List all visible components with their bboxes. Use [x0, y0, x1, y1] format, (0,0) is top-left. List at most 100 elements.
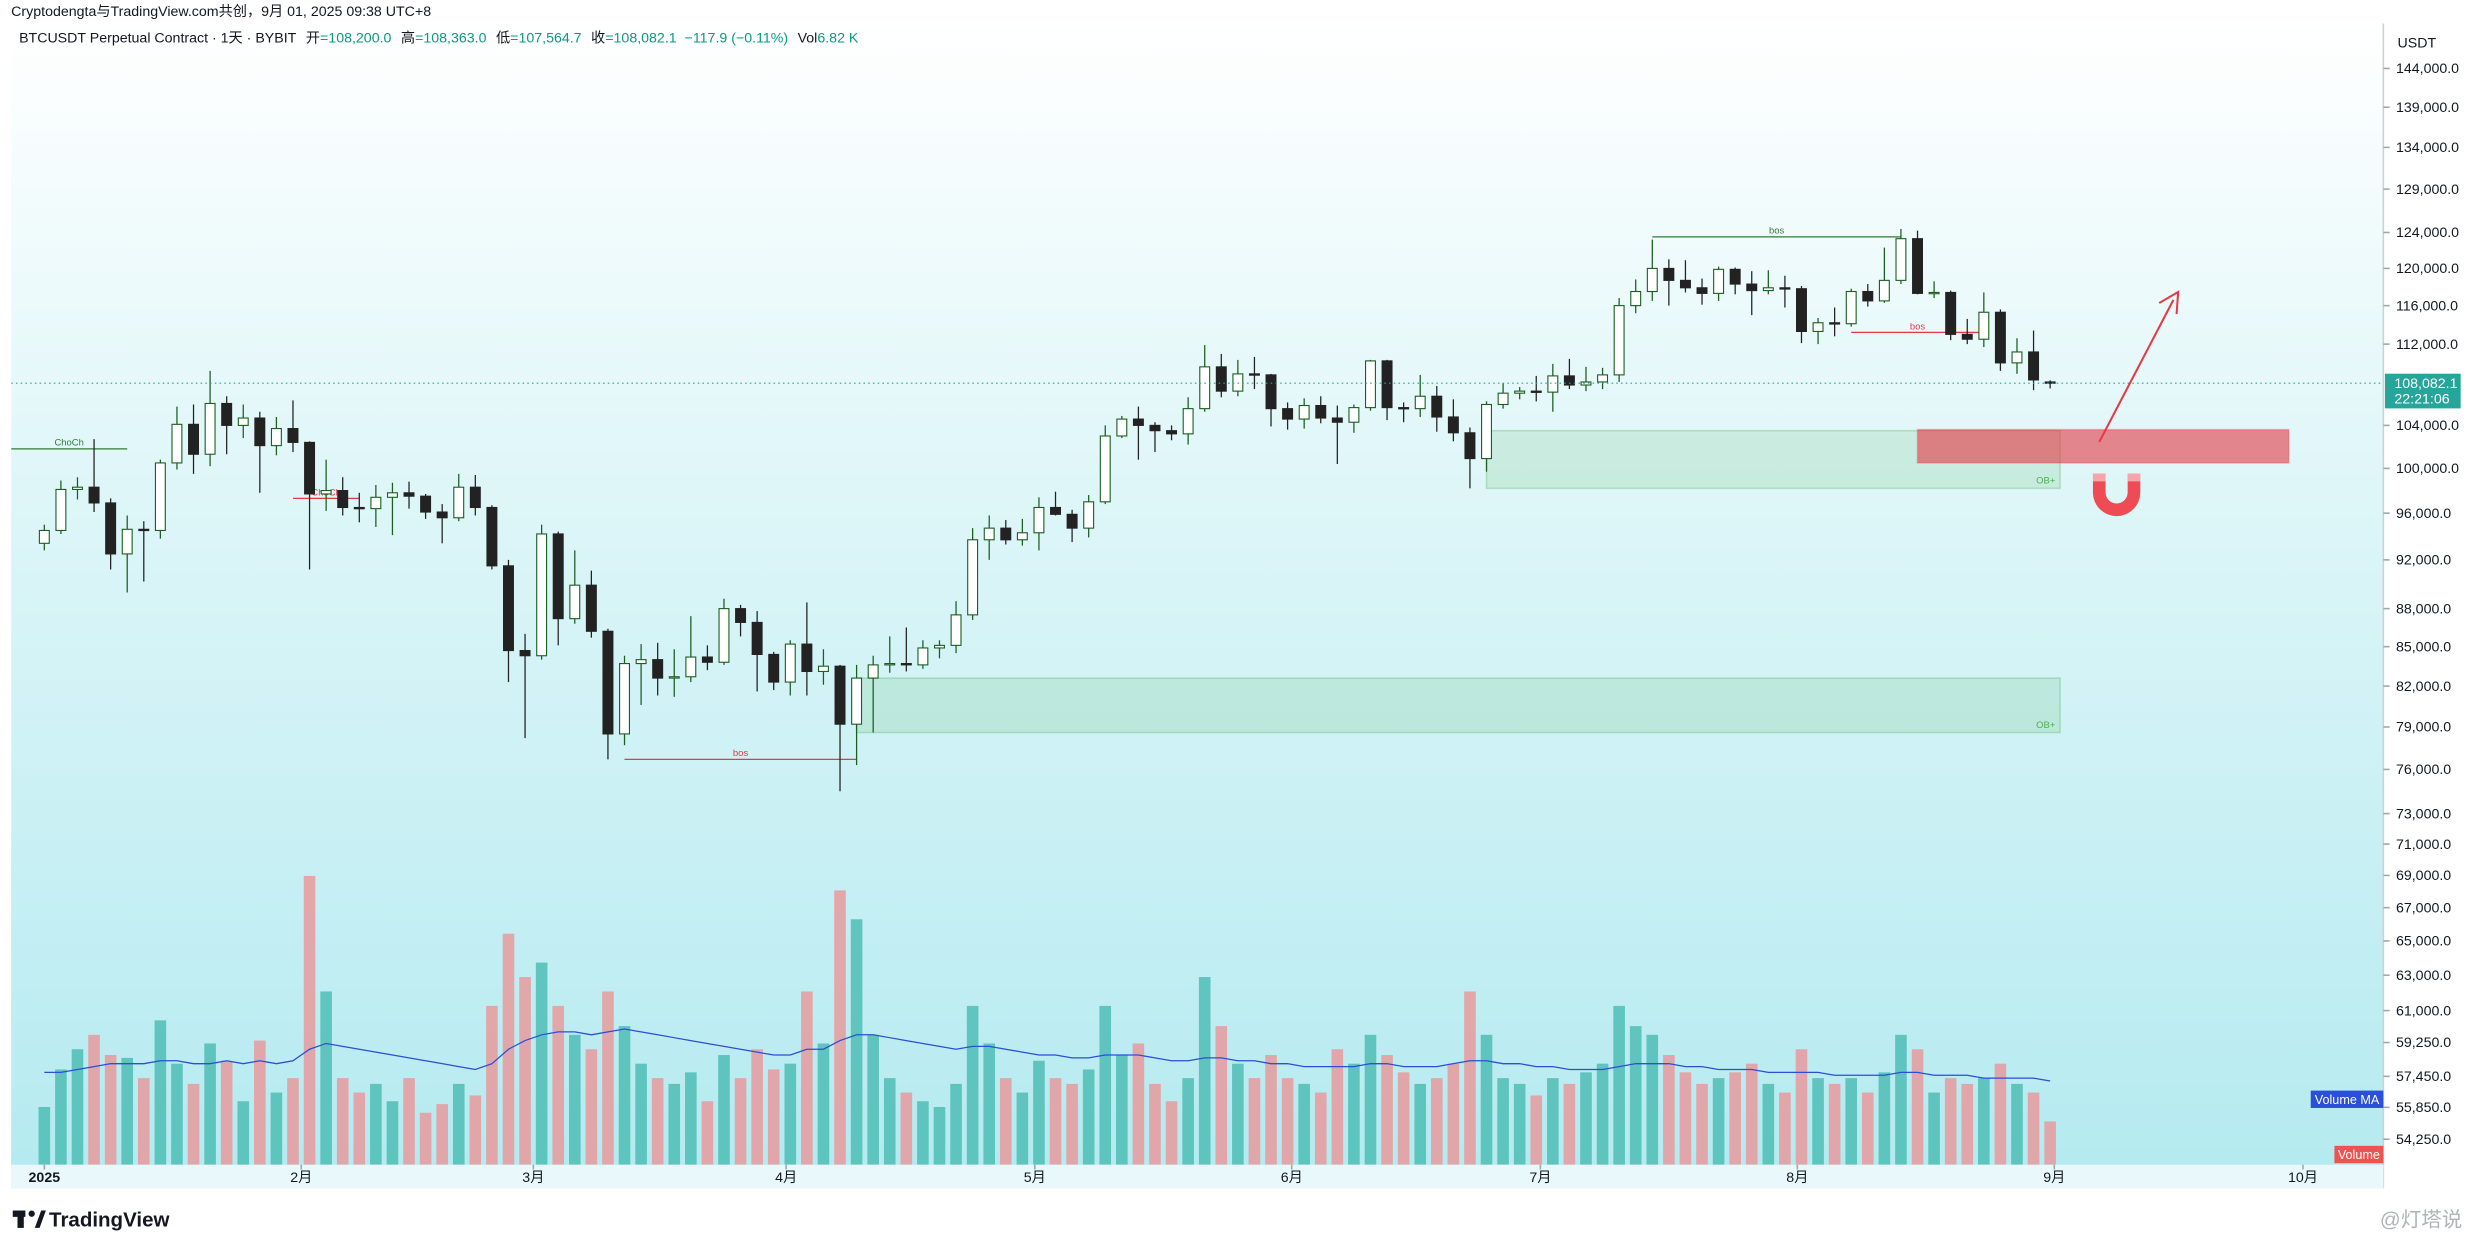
candle-body — [1414, 395, 1426, 410]
candle-body — [917, 647, 929, 666]
ohlc-label: 收 — [591, 31, 605, 47]
volume-bar — [1513, 1083, 1526, 1165]
volume-bar — [1348, 1063, 1360, 1165]
candle-body — [1016, 532, 1028, 541]
volume-bar — [933, 1107, 946, 1165]
volume-bar — [1580, 1072, 1592, 1165]
candle-body — [2044, 381, 2056, 384]
volume-bar — [1116, 1055, 1128, 1165]
candle-body — [237, 417, 249, 426]
candle-body — [751, 621, 763, 655]
volume-bar — [1679, 1072, 1692, 1165]
volume-bar — [1099, 1005, 1112, 1165]
volume-bar — [121, 1057, 134, 1165]
axes: 144,000.0 139,000.0 134,000.0 129,000.0 124,… — [11, 61, 2461, 1189]
ohlc-value: =107,564.7 — [510, 31, 582, 47]
candle-body — [519, 649, 531, 657]
candle-body — [900, 663, 912, 666]
volume-bar — [867, 1034, 879, 1165]
legend-volume: Volume — [2338, 1148, 2380, 1162]
y-tick-label: 69,000.0 — [2396, 868, 2451, 884]
x-tick-label: 6月 — [1281, 1170, 1303, 1186]
volume-bar — [1944, 1078, 1957, 1165]
volume-bar — [1132, 1043, 1145, 1165]
volume-bar — [917, 1101, 929, 1165]
volume-bar — [1430, 1078, 1443, 1165]
volume-bar — [2027, 1092, 2040, 1165]
candle-body — [1679, 279, 1691, 289]
volume-bar — [1381, 1055, 1393, 1165]
volume-bar — [1712, 1078, 1725, 1165]
candle-body — [1961, 333, 1973, 340]
candle-body — [1132, 418, 1144, 426]
candle-body — [1265, 374, 1277, 410]
y-tick-label: 63,000.0 — [2396, 968, 2451, 984]
candle-body — [287, 428, 299, 443]
candle-body — [1116, 418, 1128, 437]
y-tick-label: 134,000.0 — [2396, 140, 2459, 156]
volume-bar — [1547, 1078, 1559, 1165]
header-line2: BTCUSDT Perpetual Contract · 1天 · BYBIT 开… — [19, 30, 859, 47]
candle-body — [1232, 373, 1244, 392]
volume-bar — [1314, 1092, 1327, 1165]
magnet-icon — [2092, 473, 2141, 517]
volume-bar — [1994, 1063, 2007, 1165]
volume-bar — [1762, 1083, 1775, 1165]
volume-bar — [784, 1063, 797, 1165]
volume-bar — [685, 1072, 697, 1165]
candle-body — [1050, 506, 1062, 515]
candle-body — [851, 677, 863, 725]
volume-bar — [900, 1092, 913, 1165]
volume-bar — [104, 1055, 117, 1165]
y-tick-label: 61,000.0 — [2396, 1003, 2451, 1019]
volume-bar — [419, 1112, 432, 1165]
y-tick-label: 88,000.0 — [2396, 601, 2451, 617]
volume-bar — [353, 1092, 366, 1165]
volume-bar — [1364, 1034, 1377, 1165]
candle-body — [204, 402, 216, 455]
time-axis — [11, 1164, 2384, 1189]
candle-body — [801, 643, 813, 673]
volume-bar — [436, 1104, 448, 1165]
countdown: 22:21:06 — [2394, 392, 2449, 408]
volume-bar — [287, 1078, 299, 1165]
volume-bar — [817, 1043, 830, 1165]
volume-bar — [1447, 1063, 1460, 1165]
candle-body — [1978, 311, 1990, 340]
candle-body — [502, 565, 514, 652]
volume-bar — [1298, 1083, 1310, 1165]
candle-body — [635, 659, 647, 665]
candle-body — [1812, 322, 1824, 332]
candle-body — [337, 490, 349, 509]
volume-bar — [983, 1043, 996, 1165]
candle-body — [1497, 392, 1509, 406]
zone-label: OB+ — [2036, 720, 2056, 731]
candle-body — [55, 488, 67, 532]
candle-body — [1547, 375, 1559, 393]
volume-bar — [1497, 1078, 1509, 1165]
candle-body — [701, 656, 713, 663]
x-tick-label: 2025 — [29, 1170, 61, 1186]
y-tick-label: 82,000.0 — [2396, 679, 2451, 695]
volume-bar — [999, 1078, 1012, 1165]
candle-body — [88, 486, 100, 504]
legend-ma: Volume MA — [2315, 1093, 2380, 1107]
volume-bar — [618, 1026, 631, 1165]
candle-body — [1066, 513, 1078, 529]
legend-volume-box — [2334, 1145, 2384, 1164]
vol-label: Vol — [798, 31, 818, 47]
candle-body — [1845, 290, 1857, 325]
volume-bar — [1016, 1092, 1029, 1165]
candle-body — [1663, 267, 1675, 281]
volume-bar — [370, 1083, 382, 1165]
volume-bar — [71, 1049, 84, 1165]
y-tick-label: 54,250.0 — [2396, 1132, 2451, 1148]
candle-body — [420, 495, 432, 513]
y-tick-label: 100,000.0 — [2396, 461, 2459, 477]
candle-body — [569, 584, 581, 620]
candle-body — [1994, 311, 2006, 364]
volume-bar — [2011, 1083, 2023, 1165]
candle-body — [1331, 417, 1343, 423]
plot-bg — [11, 23, 2384, 1189]
volume-bar — [1911, 1049, 1924, 1165]
